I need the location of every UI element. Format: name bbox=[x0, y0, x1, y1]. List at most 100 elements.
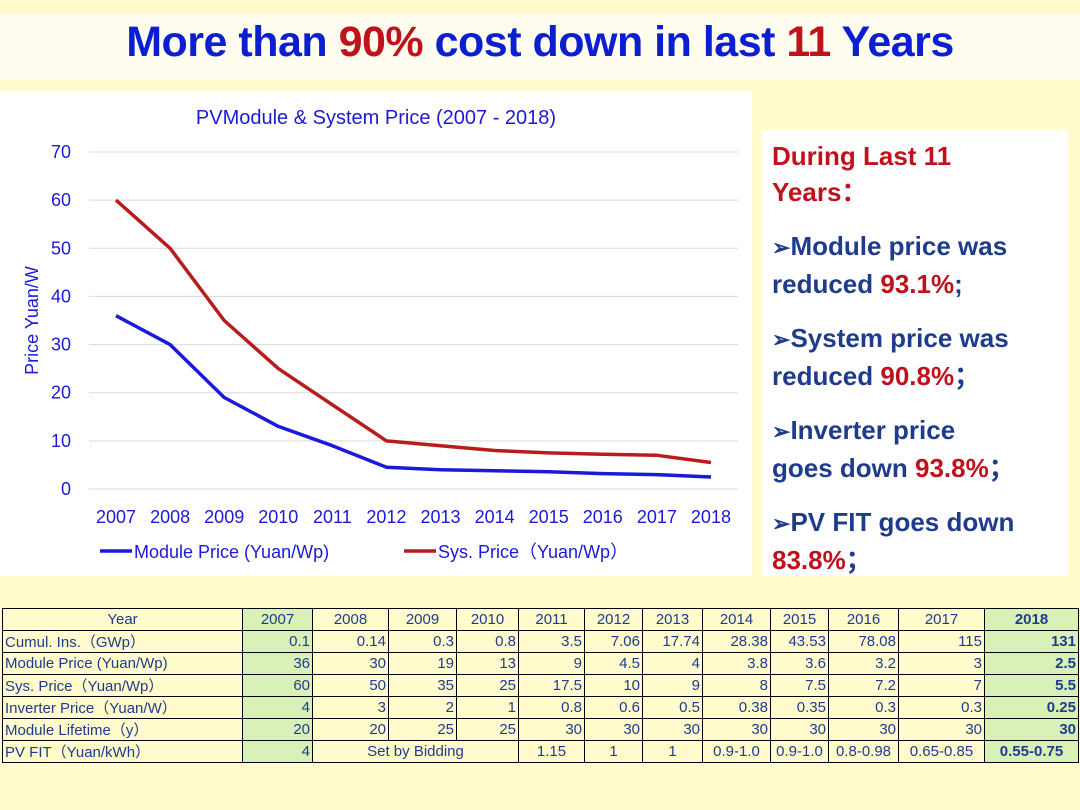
table-header-cell: 2017 bbox=[898, 608, 985, 631]
table-cell: 1 bbox=[642, 740, 703, 763]
table-cell: 30 bbox=[984, 718, 1079, 741]
table-cell: 13 bbox=[456, 652, 519, 675]
table-cell: 4 bbox=[642, 652, 703, 675]
summary-item-text: reduced bbox=[772, 269, 881, 299]
summary-item-value: 90.8% bbox=[880, 361, 955, 391]
table-cell: 0.38 bbox=[702, 696, 771, 719]
summary-text: During Last 11 Years： ➢Module price was … bbox=[772, 138, 1072, 596]
y-tick-label: 0 bbox=[61, 479, 71, 499]
summary-item-text: reduced bbox=[772, 361, 881, 391]
summary-heading-line2: Years： bbox=[772, 177, 868, 207]
table-cell: 3 bbox=[898, 652, 985, 675]
table-header-cell: 2007 bbox=[242, 608, 313, 631]
summary-heading: During Last 11 Years： bbox=[772, 138, 1072, 210]
table-cell: 3.2 bbox=[828, 652, 899, 675]
table-cell: 19 bbox=[388, 652, 457, 675]
table-cell: 0.5 bbox=[642, 696, 703, 719]
table-cell: 60 bbox=[242, 674, 313, 697]
table-header-cell: 2013 bbox=[642, 608, 703, 631]
table-header-cell: 2012 bbox=[584, 608, 643, 631]
table-row: Sys. Price（Yuan/Wp） 60 50 35 25 17.5 10 9 8 7.5 7.… bbox=[2, 674, 1079, 697]
table-header-cell: 2016 bbox=[828, 608, 899, 631]
table-header-cell: 2011 bbox=[518, 608, 585, 631]
title-years: 11 bbox=[786, 18, 831, 66]
x-tick-label: 2013 bbox=[421, 507, 461, 527]
table-cell: 7 bbox=[898, 674, 985, 697]
table-header-row: Year 2007 2008 2009 2010 2011 2012 2013 2014 2015… bbox=[2, 608, 1079, 631]
table-row-pv-fit: PV FIT（Yuan/kWh） 4 Set by Bidding 1.15 1 1 0.9… bbox=[2, 740, 1079, 763]
table-cell: 30 bbox=[702, 718, 771, 741]
row-label: Module Lifetime（y） bbox=[2, 718, 243, 741]
y-tick-label: 60 bbox=[51, 190, 71, 210]
title-band bbox=[0, 14, 1080, 80]
y-tick-label: 40 bbox=[51, 286, 71, 306]
x-tick-label: 2014 bbox=[475, 507, 515, 527]
summary-item-value: 93.8% bbox=[915, 453, 989, 483]
table-cell: 3 bbox=[312, 696, 389, 719]
y-tick-label: 20 bbox=[51, 383, 71, 403]
series-line-module-price bbox=[115, 314, 712, 479]
title-text-3: Years bbox=[830, 18, 955, 66]
x-tick-label: 2016 bbox=[583, 507, 623, 527]
arrow-bullet-icon: ➢ bbox=[772, 419, 791, 444]
y-tick-label: 10 bbox=[51, 431, 71, 451]
table-cell: 36 bbox=[242, 652, 313, 675]
summary-item-text: PV FIT goes down bbox=[790, 507, 1015, 537]
table-cell: 0.9-1.0 bbox=[770, 740, 829, 763]
x-tick-label: 2012 bbox=[366, 507, 406, 527]
table-cell: 4 bbox=[242, 696, 313, 719]
slide-title: More than 90% cost down in last 11 Years bbox=[0, 18, 1080, 67]
table-cell: 25 bbox=[388, 718, 457, 741]
table-cell-bidding: Set by Bidding bbox=[312, 740, 519, 763]
arrow-bullet-icon: ➢ bbox=[772, 511, 791, 536]
table-cell: 0.9-1.0 bbox=[702, 740, 771, 763]
legend-label: Sys. Price（Yuan/Wp） bbox=[438, 542, 628, 562]
table-header-cell: 2008 bbox=[312, 608, 389, 631]
row-label: Module Price (Yuan/Wp) bbox=[2, 652, 243, 675]
summary-item-text: goes down bbox=[772, 453, 915, 483]
table-cell: 17.74 bbox=[642, 630, 703, 653]
table-cell: 3.6 bbox=[770, 652, 829, 675]
chart-panel: PVModule & System Price (2007 - 2018) 0 10… bbox=[0, 91, 752, 576]
table-cell: 0.55-0.75 bbox=[984, 740, 1079, 763]
table-cell: 0.8 bbox=[456, 630, 519, 653]
table-cell: 25 bbox=[456, 718, 519, 741]
table-header-cell: Year bbox=[2, 608, 243, 631]
x-tick-label: 2009 bbox=[204, 507, 244, 527]
table-cell: 20 bbox=[242, 718, 313, 741]
table-cell: 30 bbox=[898, 718, 985, 741]
title-percent: 90% bbox=[338, 18, 424, 66]
table-cell: 5.5 bbox=[984, 674, 1079, 697]
table-cell: 9 bbox=[518, 652, 585, 675]
table-cell: 0.8-0.98 bbox=[828, 740, 899, 763]
table-cell: 30 bbox=[770, 718, 829, 741]
table-cell: 20 bbox=[312, 718, 389, 741]
table-cell: 43.53 bbox=[770, 630, 829, 653]
table-cell: 3.5 bbox=[518, 630, 585, 653]
arrow-bullet-icon: ➢ bbox=[772, 327, 791, 352]
y-tick-label: 30 bbox=[51, 335, 71, 355]
table-cell: 1.15 bbox=[518, 740, 585, 763]
summary-item-end: ； bbox=[845, 545, 872, 575]
table-cell: 4 bbox=[242, 740, 313, 763]
legend-label: Module Price (Yuan/Wp) bbox=[134, 542, 329, 562]
chart-title: PVModule & System Price (2007 - 2018) bbox=[196, 107, 556, 129]
table-cell: 78.08 bbox=[828, 630, 899, 653]
y-tick-label: 70 bbox=[51, 142, 71, 162]
row-label: Cumul. Ins.（GWp） bbox=[2, 630, 243, 653]
table-header-cell: 2015 bbox=[770, 608, 829, 631]
table-cell: 28.38 bbox=[702, 630, 771, 653]
summary-item-end: ； bbox=[988, 453, 1015, 483]
table-cell: 17.5 bbox=[518, 674, 585, 697]
table-cell: 30 bbox=[518, 718, 585, 741]
table-row: Inverter Price（Yuan/W） 4 3 2 1 0.8 0.6 0.5 0.38 0… bbox=[2, 696, 1079, 719]
table-cell: 0.6 bbox=[584, 696, 643, 719]
row-label: Sys. Price（Yuan/Wp） bbox=[2, 674, 243, 697]
table-cell: 9 bbox=[642, 674, 703, 697]
table-cell: 0.3 bbox=[388, 630, 457, 653]
x-tick-label: 2010 bbox=[258, 507, 298, 527]
x-tick-label: 2011 bbox=[313, 507, 352, 527]
table-cell: 7.06 bbox=[584, 630, 643, 653]
y-tick-label: 50 bbox=[51, 238, 71, 258]
table-cell: 30 bbox=[642, 718, 703, 741]
